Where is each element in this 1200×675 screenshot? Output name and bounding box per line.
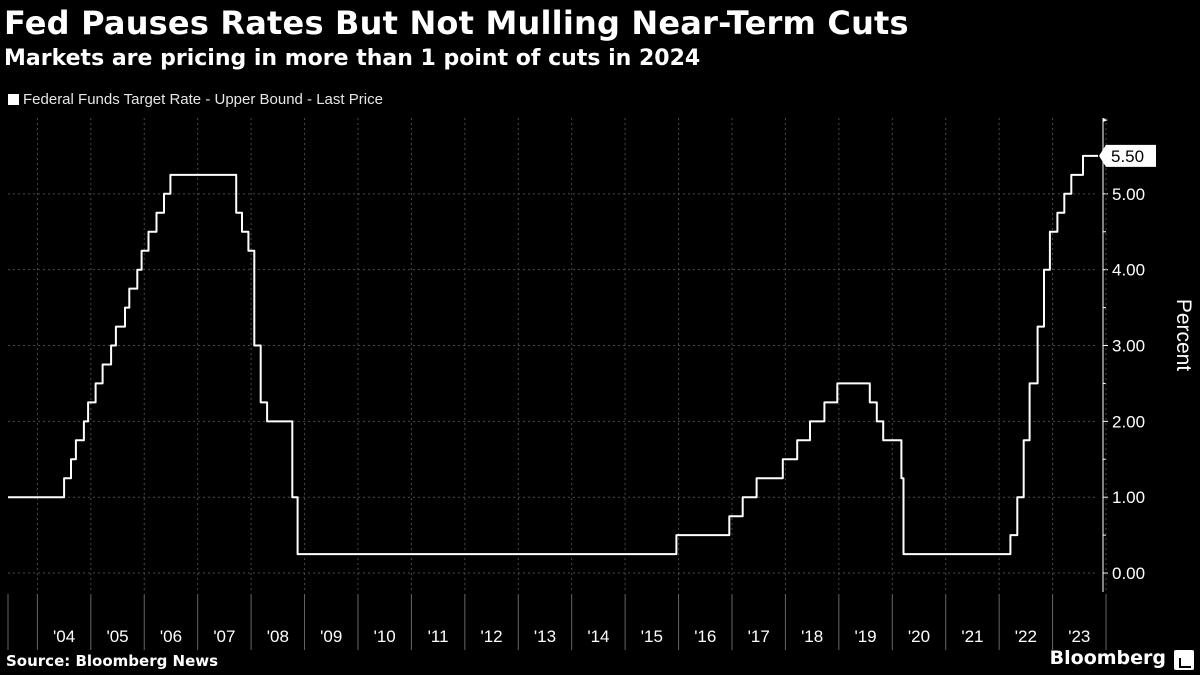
x-tick-label: '21 [961, 627, 983, 646]
x-tick-label: '08 [267, 627, 289, 646]
x-tick-label: '14 [587, 627, 609, 646]
y-tick-label: 0.00 [1112, 564, 1145, 583]
y-axis-title: Percent [1172, 299, 1195, 372]
x-tick-label: '15 [641, 627, 663, 646]
source-note: Source: Bloomberg News [6, 652, 219, 670]
x-tick-label: '18 [801, 627, 823, 646]
series-line [8, 154, 1098, 556]
x-tick-label: '09 [320, 627, 342, 646]
legend-swatch-icon [8, 94, 19, 105]
last-value-badge [1099, 144, 1156, 167]
y-tick-label: 2.00 [1112, 412, 1145, 431]
x-tick-label: '10 [374, 627, 396, 646]
x-tick-label: '23 [1068, 627, 1090, 646]
x-tick-label: '13 [534, 627, 556, 646]
x-tick-label: '05 [106, 627, 128, 646]
x-tick-label: '12 [480, 627, 502, 646]
x-tick-label: '19 [854, 627, 876, 646]
y-tick-label: 5.00 [1112, 185, 1145, 204]
chart-subtitle: Markets are pricing in more than 1 point… [4, 46, 701, 71]
x-tick-label: '16 [694, 627, 716, 646]
y-axis-cap [1103, 118, 1108, 122]
brand-logo: Bloomberg [1049, 647, 1166, 669]
legend-label: Federal Funds Target Rate - Upper Bound … [23, 91, 383, 108]
last-value-label: 5.50 [1111, 147, 1144, 166]
x-tick-label: '06 [160, 627, 182, 646]
legend: Federal Funds Target Rate - Upper Bound … [8, 91, 383, 108]
x-tick-label: '20 [908, 627, 930, 646]
x-tick-label: '22 [1015, 627, 1037, 646]
brand-mark-icon [1174, 650, 1194, 670]
x-tick-label: '11 [428, 627, 449, 646]
y-tick-label: 3.00 [1112, 337, 1145, 356]
x-tick-label: '04 [53, 627, 75, 646]
x-tick-label: '17 [748, 627, 770, 646]
y-tick-label: 4.00 [1112, 261, 1145, 280]
y-tick-label: 1.00 [1112, 488, 1145, 507]
x-tick-label: '07 [213, 627, 235, 646]
chart-title: Fed Pauses Rates But Not Mulling Near-Te… [4, 4, 909, 42]
